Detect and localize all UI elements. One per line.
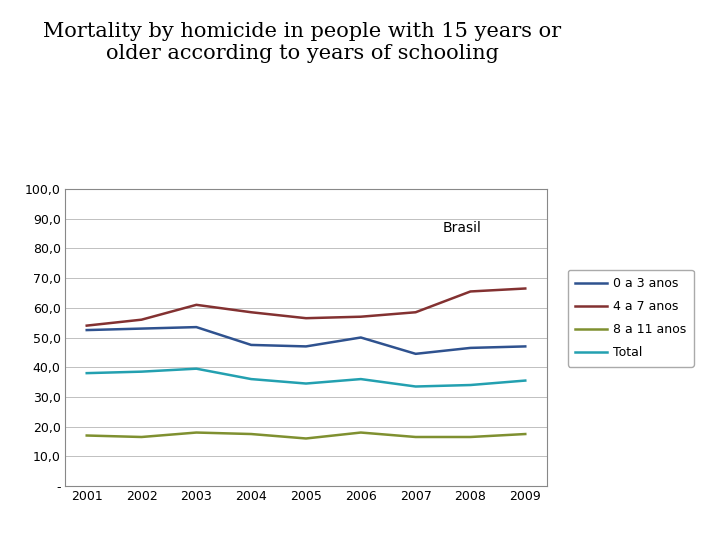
0 a 3 anos (411, 350, 420, 357)
8 a 11 anos (411, 434, 420, 440)
Total (138, 368, 146, 375)
Legend: 0 a 3 anos, 4 a 7 anos, 8 a 11 anos, Total: 0 a 3 anos, 4 a 7 anos, 8 a 11 anos, Tot… (568, 269, 693, 367)
8 a 11 anos (521, 431, 530, 437)
4 a 7 anos (302, 315, 310, 321)
Line: 4 a 7 anos: 4 a 7 anos (86, 288, 526, 326)
4 a 7 anos (521, 285, 530, 292)
Total (82, 370, 91, 376)
4 a 7 anos (82, 322, 91, 329)
8 a 11 anos (82, 432, 91, 438)
Total (466, 382, 474, 388)
0 a 3 anos (247, 342, 256, 348)
8 a 11 anos (356, 429, 365, 436)
Total (247, 376, 256, 382)
0 a 3 anos (521, 343, 530, 350)
Line: 0 a 3 anos: 0 a 3 anos (86, 327, 526, 354)
0 a 3 anos (82, 327, 91, 333)
Line: Total: Total (86, 369, 526, 387)
0 a 3 anos (138, 325, 146, 332)
Total (521, 377, 530, 384)
Total (411, 383, 420, 390)
0 a 3 anos (302, 343, 310, 350)
0 a 3 anos (192, 324, 201, 330)
Text: Mortality by homicide in people with 15 years or
older according to years of sch: Mortality by homicide in people with 15 … (43, 22, 562, 63)
4 a 7 anos (411, 309, 420, 315)
4 a 7 anos (356, 313, 365, 320)
0 a 3 anos (356, 334, 365, 341)
Total (192, 366, 201, 372)
Line: 8 a 11 anos: 8 a 11 anos (86, 433, 526, 438)
8 a 11 anos (138, 434, 146, 440)
0 a 3 anos (466, 345, 474, 351)
Total (356, 376, 365, 382)
4 a 7 anos (192, 301, 201, 308)
8 a 11 anos (302, 435, 310, 442)
4 a 7 anos (466, 288, 474, 295)
Text: Brasil: Brasil (443, 221, 482, 234)
Total (302, 380, 310, 387)
8 a 11 anos (466, 434, 474, 440)
8 a 11 anos (247, 431, 256, 437)
4 a 7 anos (138, 316, 146, 323)
4 a 7 anos (247, 309, 256, 315)
8 a 11 anos (192, 429, 201, 436)
